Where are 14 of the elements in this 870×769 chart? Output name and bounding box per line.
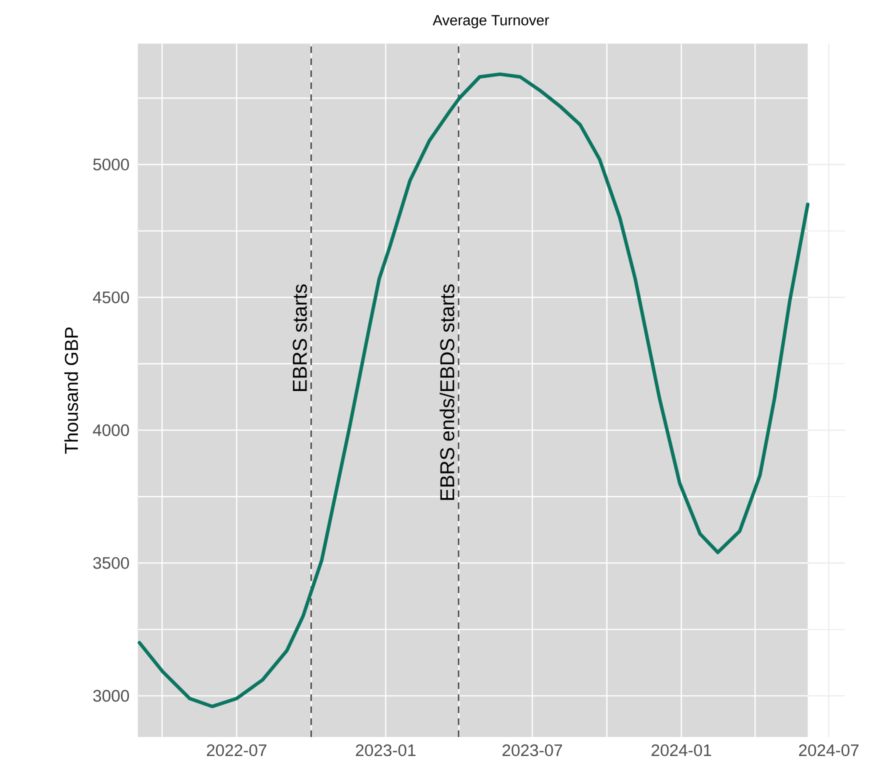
chart-title: Average Turnover	[432, 15, 550, 28]
y-tick-label: 3000	[93, 690, 129, 702]
x-tick-label: 2022-07	[206, 744, 266, 756]
x-tick-label: 2024-01	[652, 744, 712, 756]
y-tick-label: 5000	[93, 158, 129, 170]
ref-line-label: EBRS ends/EBDS starts	[440, 284, 454, 500]
y-axis-title: Thousand GBP	[64, 328, 78, 454]
y-tick-label: 4500	[92, 291, 129, 304]
y-tick-label: 4000	[92, 424, 129, 436]
x-tick-label: 2023-07	[502, 744, 562, 756]
x-tick-label: 2024-07	[799, 744, 859, 756]
y-tick-label: 3500	[93, 557, 129, 569]
ref-line-label: EBRS starts	[292, 284, 307, 391]
x-tick-label: 2023-01	[356, 744, 416, 756]
